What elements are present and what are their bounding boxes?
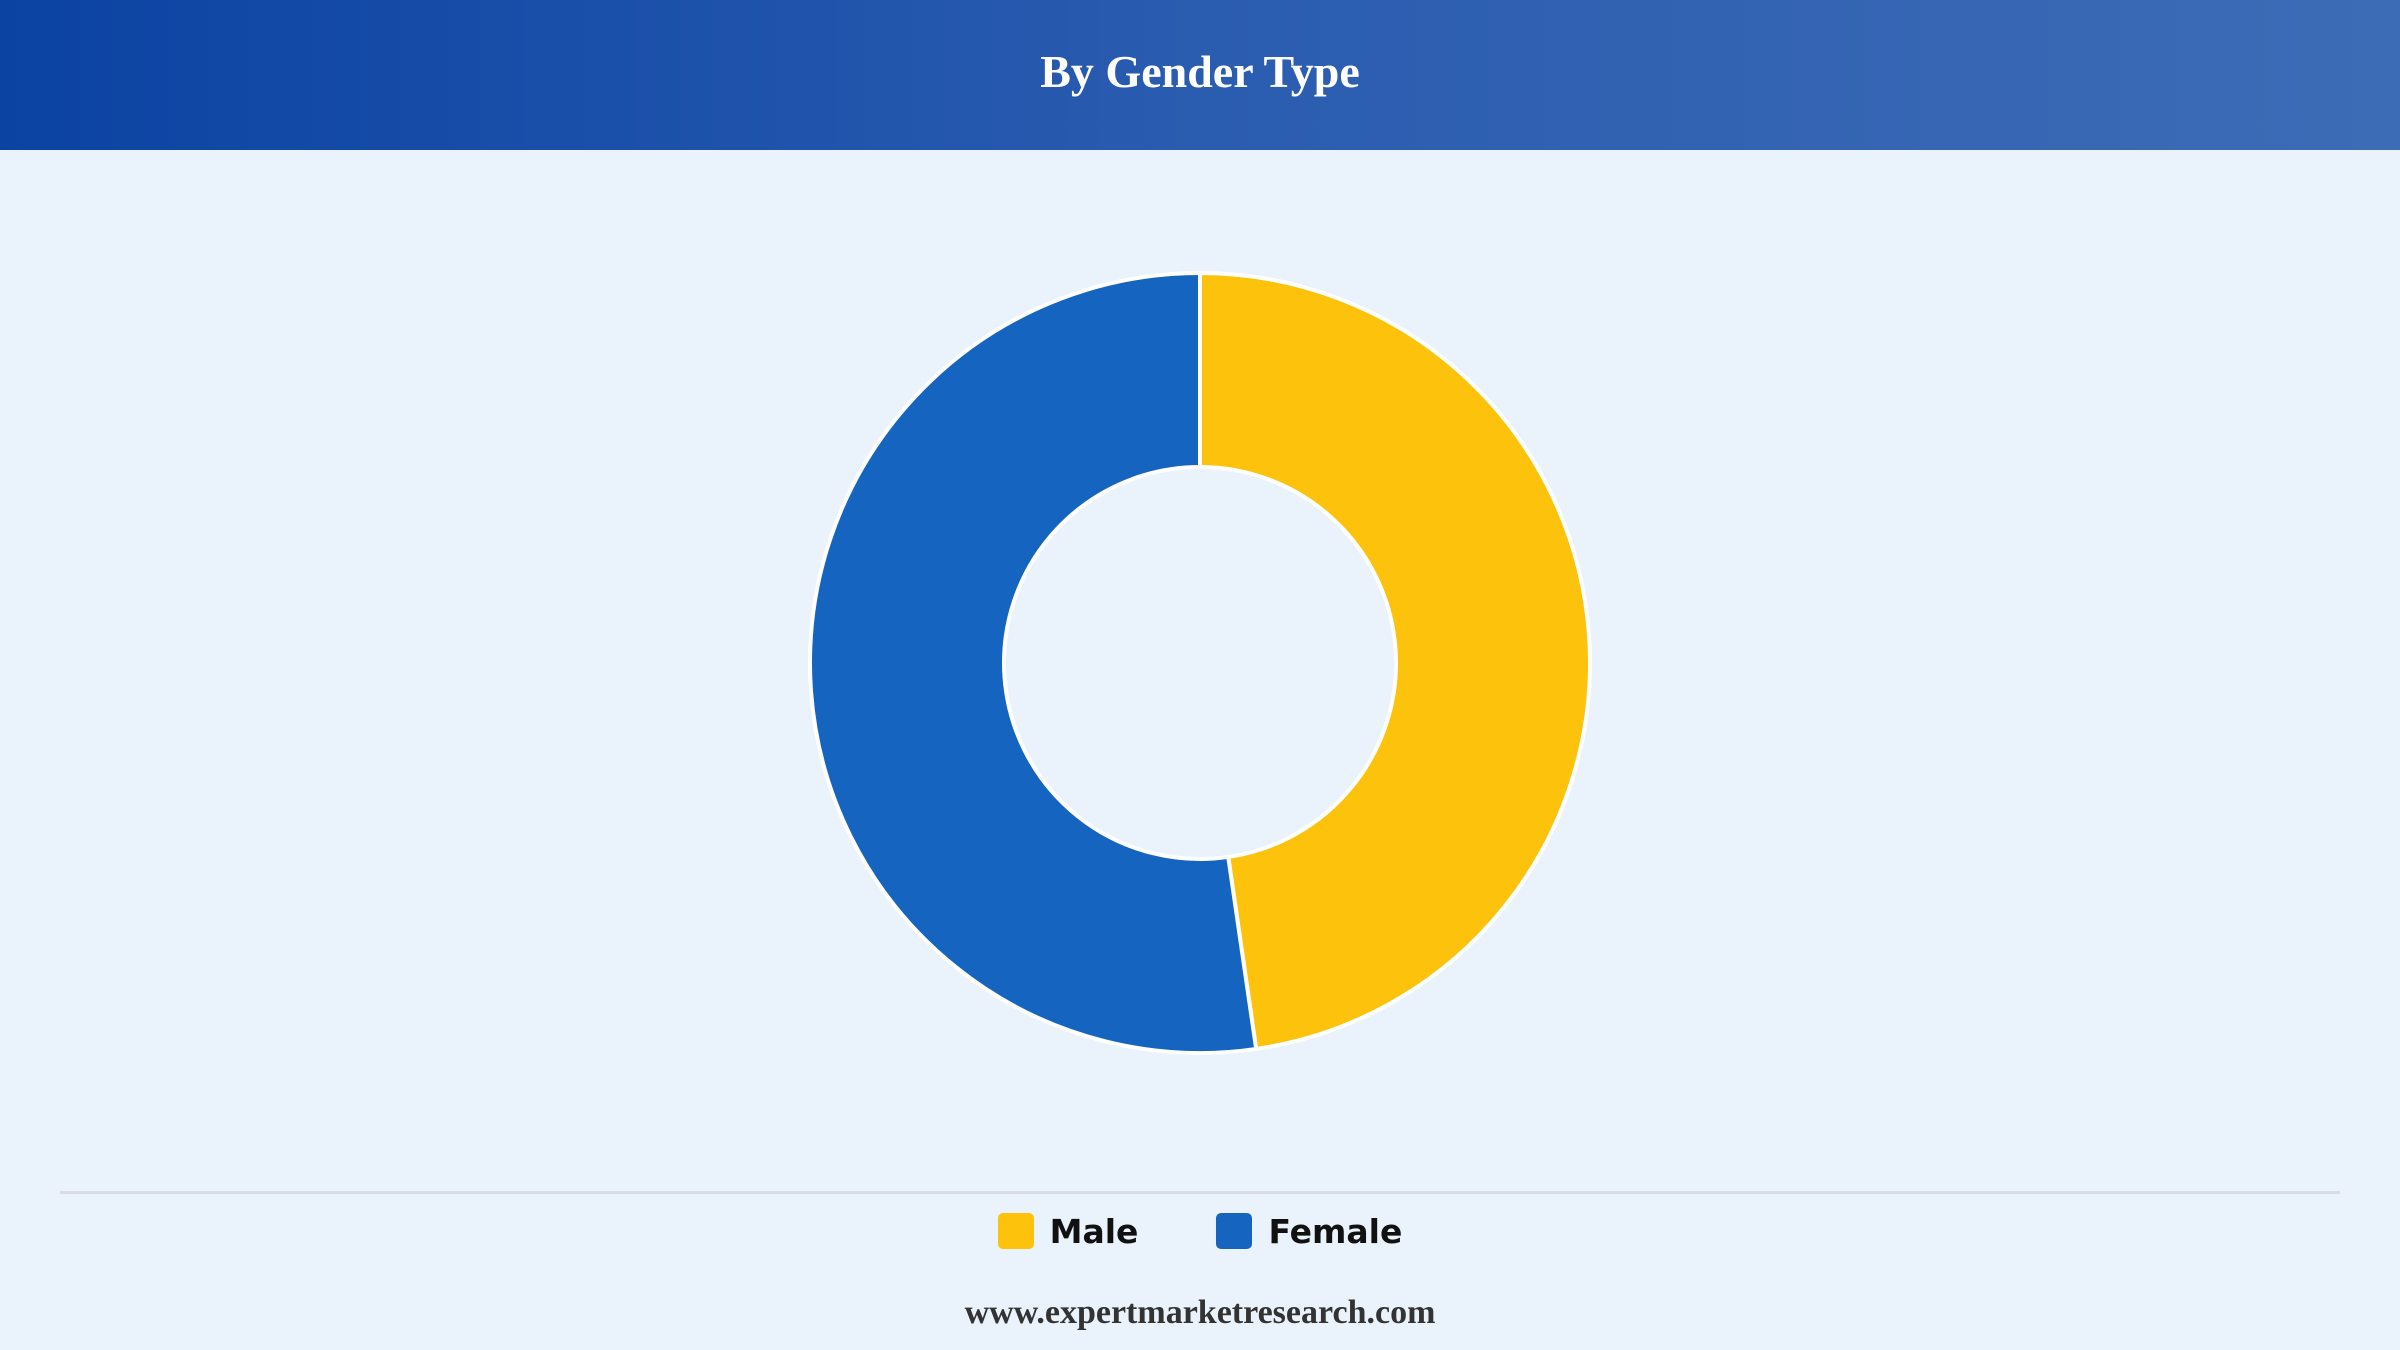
legend-item-male[interactable]: Male — [997, 1211, 1139, 1251]
chart-legend: Male Female — [0, 1207, 2400, 1255]
chart-header: By Gender Type — [0, 0, 2400, 150]
slice-male[interactable] — [1198, 271, 1592, 1051]
legend-label-female: Female — [1268, 1211, 1403, 1251]
donut-slices — [807, 271, 1592, 1055]
slice-female[interactable] — [807, 271, 1259, 1055]
legend-label-male: Male — [1049, 1211, 1139, 1251]
legend-item-female[interactable]: Female — [1216, 1212, 1402, 1251]
footer-url: www.expertmarketresearch.com — [964, 1294, 1436, 1331]
chart-title: By Gender Type — [1040, 45, 1360, 97]
legend-divider — [60, 1191, 2340, 1194]
legend-swatch-female — [1216, 1213, 1253, 1249]
legend-swatch-male — [997, 1213, 1034, 1249]
